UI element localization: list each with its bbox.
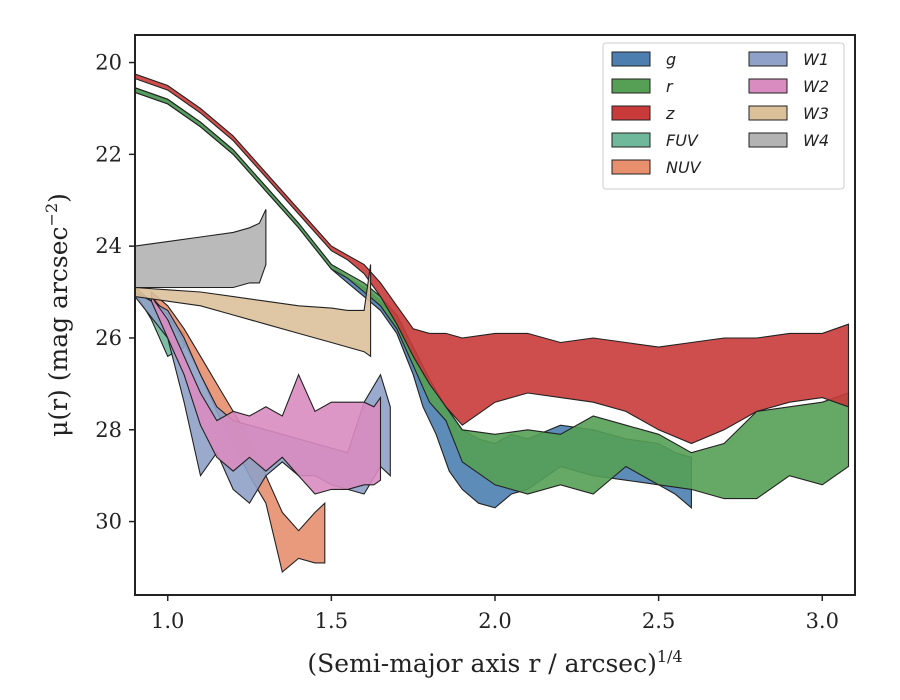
legend-label-z: z [665,104,675,123]
y-tick-label: 28 [95,418,122,442]
y-axis-title: μ(r) (mag arcsec−2) [42,193,73,437]
legend-swatch-w4 [748,132,788,148]
y-tick-label: 24 [95,234,122,258]
legend-swatch-r [611,78,651,94]
series-band-z [135,73,850,445]
x-tick-label: 1.0 [151,609,184,633]
legend: grz FUV NUV W1 W2 W3 W4 [602,42,845,190]
series-layer [135,73,850,573]
legend-label-r: r [666,77,674,96]
legend-swatch-fuv [611,132,651,148]
y-tick-label: 22 [95,142,122,166]
legend-swatch-w1 [748,51,788,67]
axes: 1.0 1.5 2.0 2.5 3.0 20 22 24 26 28 30 [95,51,839,633]
legend-label-fuv: FUV [666,131,699,150]
legend-swatch-nuv [611,159,651,175]
legend-label-nuv: NUV [666,158,702,177]
legend-swatch-w2 [748,78,788,94]
x-tick-label: 2.5 [642,609,675,633]
legend-label-w3: W3 [803,104,829,123]
legend-label-w4: W4 [803,131,829,150]
y-tick-label: 26 [95,326,122,350]
legend-label-g: g [666,50,676,69]
y-tick-label: 30 [95,510,122,534]
series-band-w3 [135,264,372,358]
legend-label-w2: W2 [803,77,829,96]
x-axis-title: (Semi-major axis r / arcsec)1/4 [307,647,682,678]
legend-swatch-g [611,51,651,67]
series-band-w2 [150,294,382,495]
y-tick-label: 20 [95,51,122,75]
x-tick-label: 2.0 [478,609,511,633]
x-tick-label: 1.5 [315,609,348,633]
legend-swatch-w3 [748,105,788,121]
legend-label-w1: W1 [803,50,829,69]
legend-swatch-z [611,105,651,121]
series-band-w4 [135,209,267,289]
x-tick-label: 3.0 [806,609,839,633]
